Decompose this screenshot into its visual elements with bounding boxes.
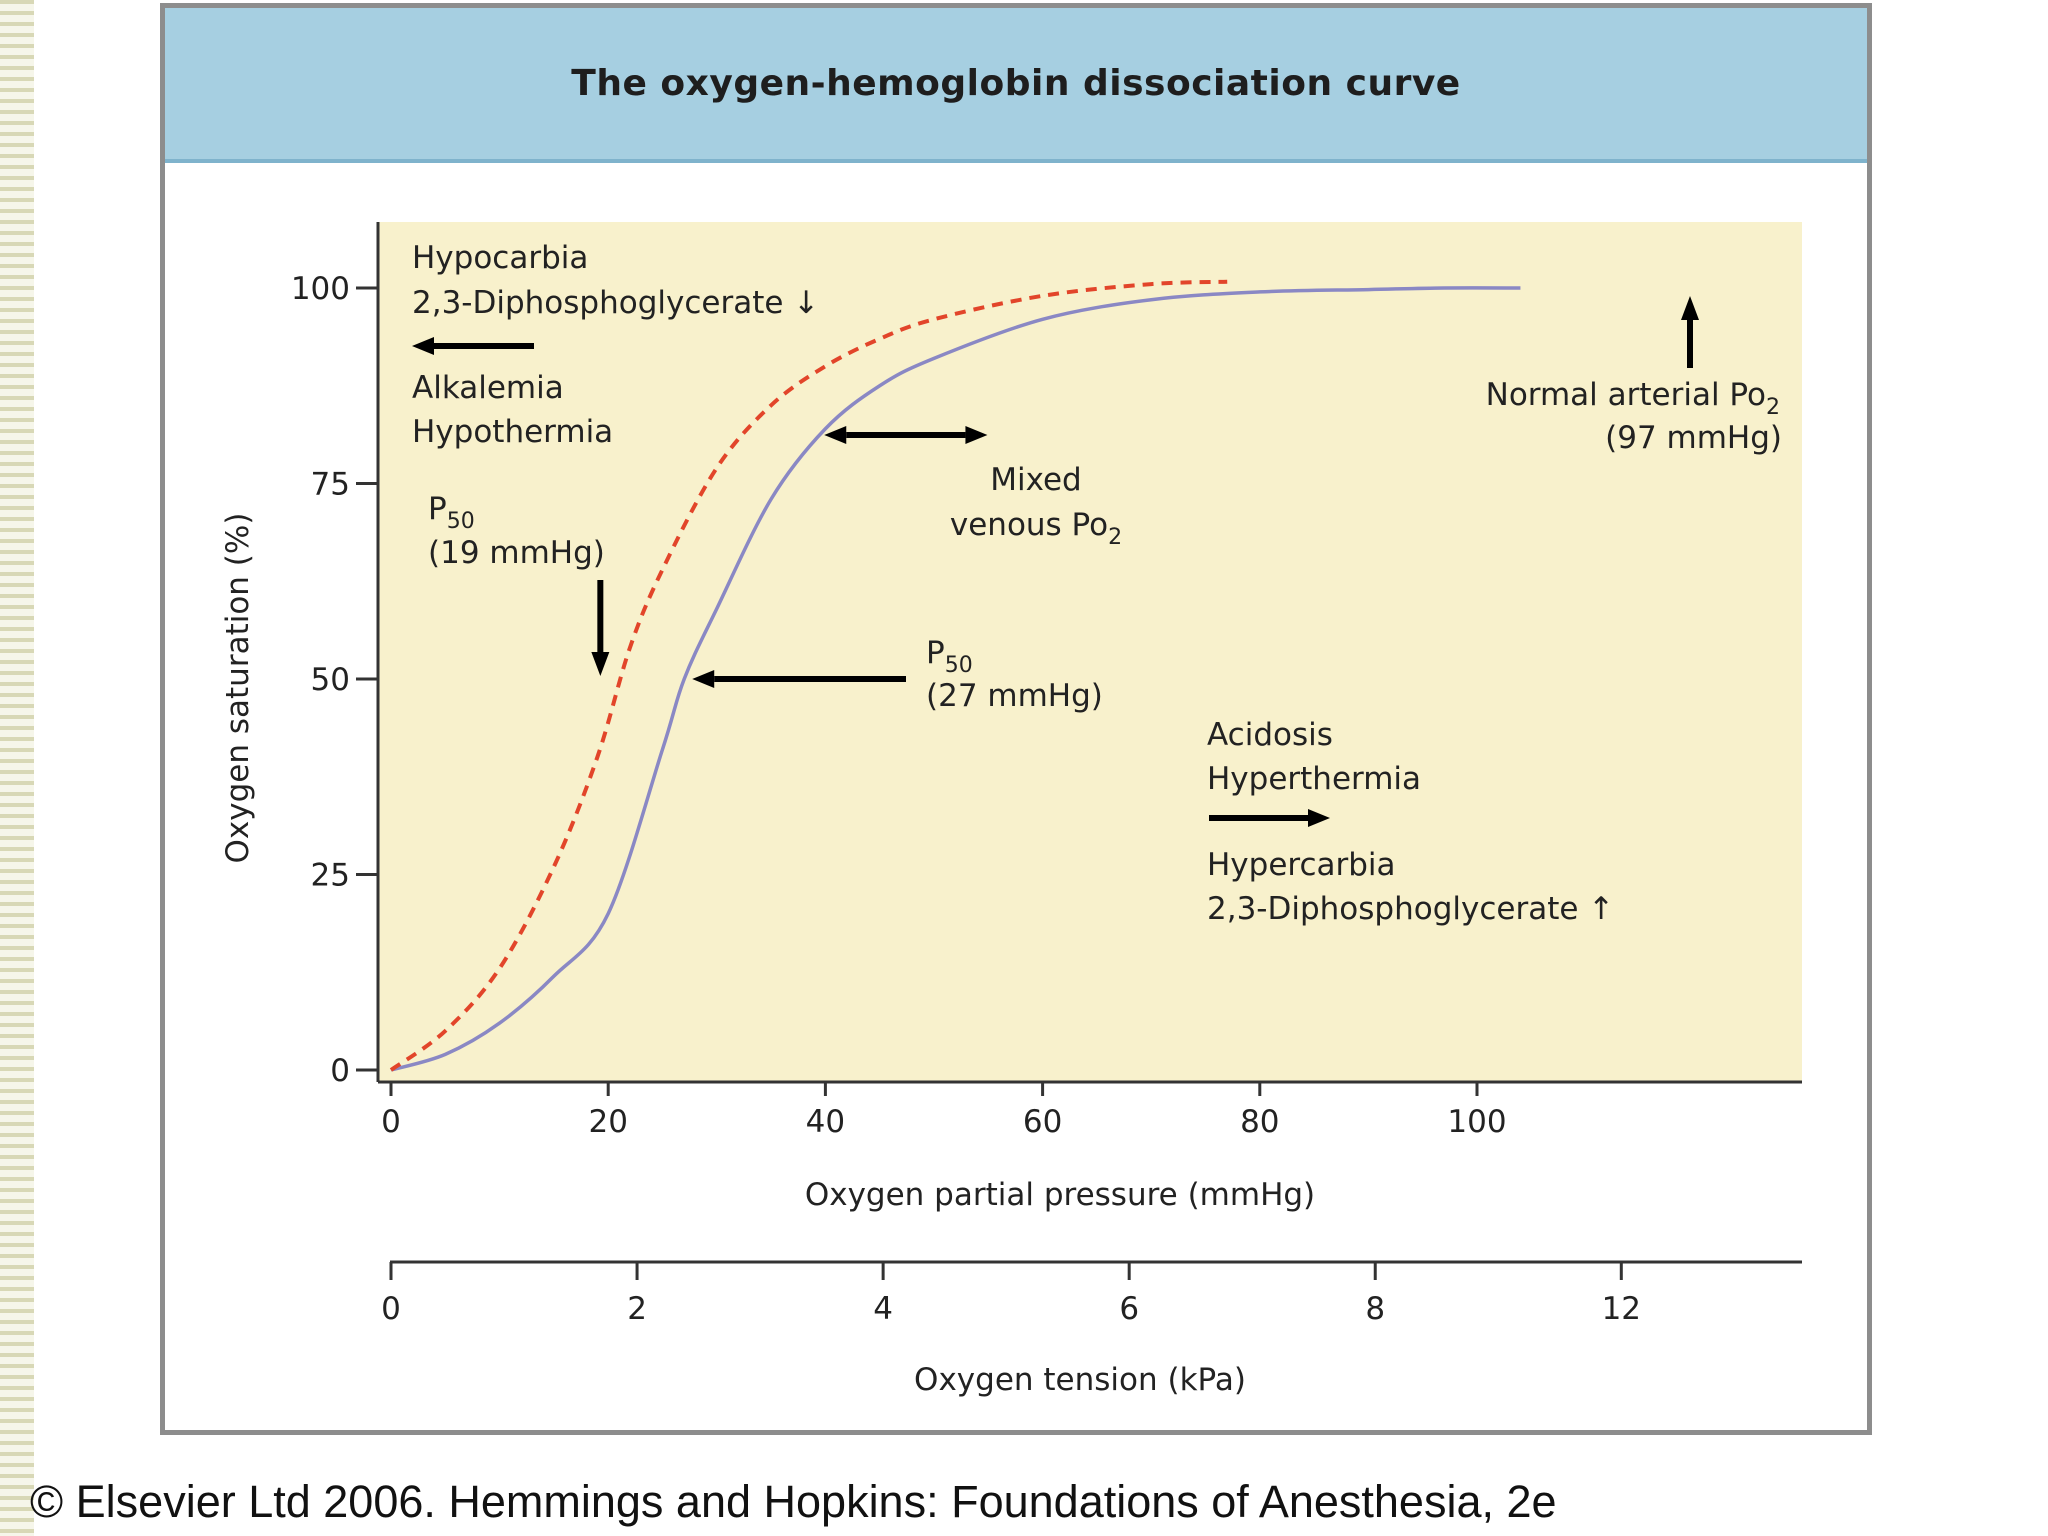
right-shift-arrow bbox=[1209, 809, 1330, 827]
normal-arterial-line1: Normal arterial Po2 bbox=[1486, 377, 1780, 420]
left-shifted-curve bbox=[389, 279, 1228, 1072]
p50-left-value: (19 mmHg) bbox=[428, 535, 605, 571]
normal-arterial-line2: (97 mmHg) bbox=[1605, 420, 1782, 456]
label-dpg-increase: 2,3-Diphosphoglycerate ↑ bbox=[1207, 891, 1614, 927]
title-band: The oxygen-hemoglobin dissociation curve bbox=[165, 8, 1867, 163]
y-tick-label: 25 bbox=[311, 858, 350, 894]
x-tick-label: 100 bbox=[1447, 1104, 1506, 1140]
kpa-axis-label: Oxygen tension (kPa) bbox=[914, 1362, 1246, 1398]
x-tick-label: 20 bbox=[588, 1104, 627, 1140]
x-tick-label: 60 bbox=[1023, 1104, 1062, 1140]
chart-title: The oxygen-hemoglobin dissociation curve bbox=[571, 63, 1461, 104]
p50-left-arrow bbox=[591, 580, 610, 676]
label-hypercarbia: Hypercarbia bbox=[1207, 847, 1396, 883]
p50-normal-arrow-head bbox=[692, 670, 715, 688]
kpa-tick-label: 6 bbox=[1119, 1291, 1139, 1327]
kpa-tick-label: 12 bbox=[1602, 1291, 1641, 1327]
p50-normal-label: P50 bbox=[926, 635, 973, 678]
p50-left-label: P50 bbox=[428, 491, 475, 534]
copyright-credit: © Elsevier Ltd 2006. Hemmings and Hopkin… bbox=[30, 1476, 1557, 1527]
normal-curve bbox=[390, 286, 1521, 1072]
left-shift-arrow bbox=[412, 337, 534, 355]
left-shift-arrow-head bbox=[412, 337, 434, 355]
plot-area bbox=[378, 222, 1802, 1082]
normal-arterial-arrow-head bbox=[1681, 296, 1699, 320]
normal-arterial-arrow bbox=[1681, 296, 1699, 368]
x-axis-label: Oxygen partial pressure (mmHg) bbox=[805, 1177, 1315, 1213]
kpa-tick-label: 2 bbox=[627, 1291, 647, 1327]
p50-left-arrow-head bbox=[591, 652, 610, 676]
label-hyperthermia: Hyperthermia bbox=[1207, 761, 1421, 797]
label-acidosis: Acidosis bbox=[1207, 717, 1333, 753]
label-hypothermia: Hypothermia bbox=[412, 414, 613, 450]
x-tick-label: 40 bbox=[806, 1104, 845, 1140]
x-tick-label: 0 bbox=[381, 1104, 401, 1140]
kpa-tick-label: 4 bbox=[873, 1291, 893, 1327]
kpa-tick-label: 0 bbox=[381, 1291, 401, 1327]
p50-normal-arrow bbox=[692, 670, 906, 688]
mixed-venous-arrow-head bbox=[965, 426, 988, 444]
y-tick-label: 0 bbox=[330, 1053, 350, 1089]
label-alkalemia: Alkalemia bbox=[412, 370, 564, 406]
kpa-tick-label: 8 bbox=[1365, 1291, 1385, 1327]
y-tick-label: 100 bbox=[291, 271, 350, 307]
y-tick-label: 50 bbox=[311, 662, 350, 698]
x-tick-label: 80 bbox=[1240, 1104, 1279, 1140]
mixed-venous-arrow-tail-head bbox=[824, 426, 847, 444]
label-dpg-decrease: 2,3-Diphosphoglycerate ↓ bbox=[412, 285, 819, 321]
right-shift-arrow-head bbox=[1308, 809, 1330, 827]
slide-left-decoration bbox=[0, 0, 34, 1536]
mixed-venous-line2: venous Po2 bbox=[950, 507, 1122, 550]
mixed-venous-arrow bbox=[824, 426, 988, 444]
mixed-venous-line1: Mixed bbox=[990, 462, 1082, 498]
y-axis-label: Oxygen saturation (%) bbox=[220, 513, 256, 864]
label-hypocarbia: Hypocarbia bbox=[412, 240, 588, 276]
y-tick-label: 75 bbox=[311, 467, 350, 503]
p50-normal-value: (27 mmHg) bbox=[926, 678, 1103, 714]
